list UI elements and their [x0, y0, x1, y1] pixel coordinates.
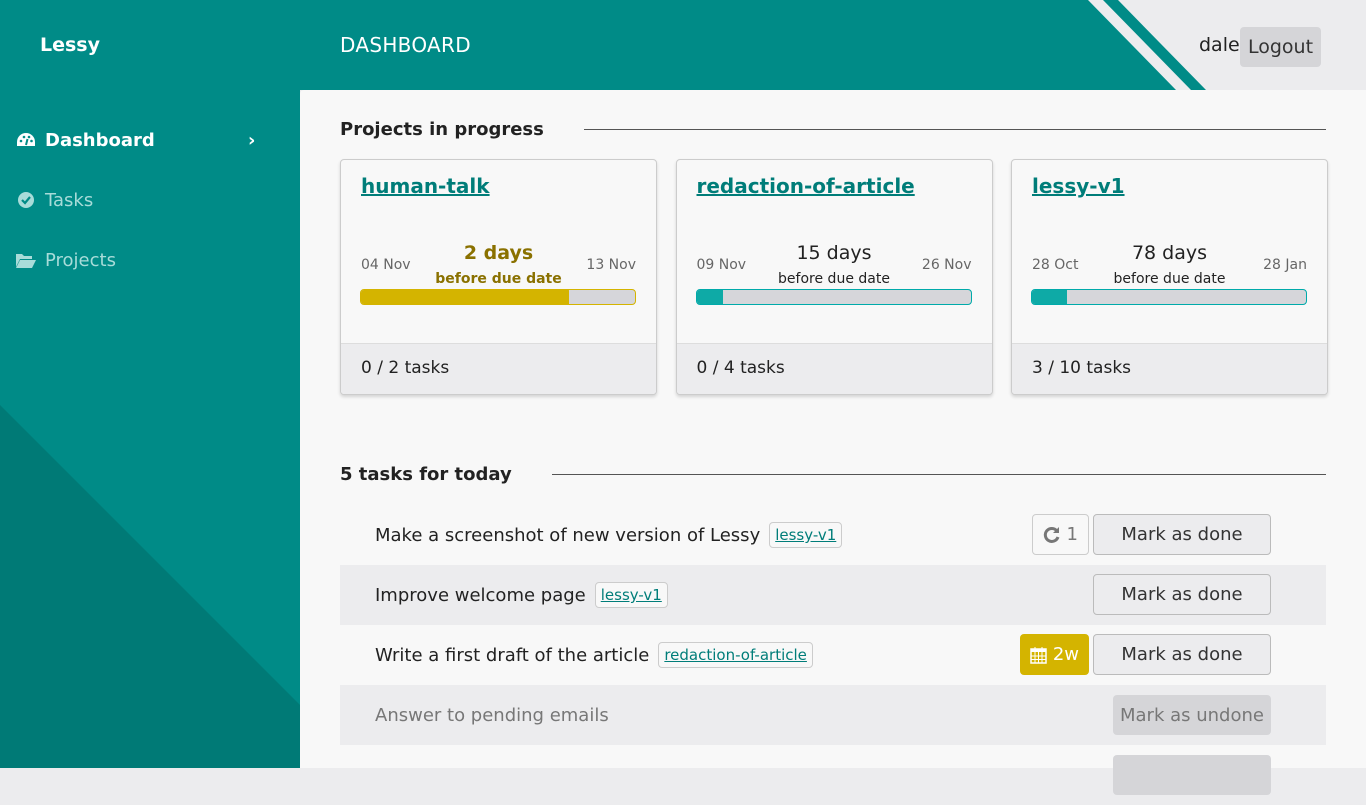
project-link[interactable]: human-talk: [361, 174, 490, 198]
task-row: [340, 745, 1326, 805]
task-row: Make a screenshot of new version of Less…: [340, 505, 1326, 565]
task-actions: Mark as done: [1093, 574, 1271, 615]
sidebar-item-label: Dashboard: [45, 129, 155, 151]
project-tag[interactable]: redaction-of-article: [658, 642, 813, 668]
restart-count: 1: [1066, 524, 1078, 545]
due-label: 2w: [1052, 644, 1079, 665]
task-count: 3 / 10 tasks: [1012, 343, 1327, 394]
task-row: Write a first draft of the article redact…: [340, 625, 1326, 685]
project-card: lessy-v1 28 Oct 28 Jan 78 days before du…: [1011, 159, 1328, 395]
mark-done-button[interactable]: Mark as done: [1093, 574, 1271, 615]
sidebar-item-label: Tasks: [45, 189, 94, 211]
progress-bar: [695, 289, 972, 305]
task-actions: Mark as undone: [1113, 694, 1271, 735]
progress-bar: [360, 289, 636, 305]
check-circle-icon: [15, 191, 37, 209]
folder-open-icon: [15, 252, 37, 268]
progress-bar: [1031, 289, 1307, 305]
due-date: 13 Nov: [586, 257, 636, 273]
task-label: Answer to pending emails: [375, 704, 609, 726]
project-card: human-talk 04 Nov 13 Nov 2 days before d…: [340, 159, 657, 395]
days-remaining-caption: before due date: [435, 271, 562, 287]
task-actions: 2w Mark as done: [1019, 634, 1271, 675]
days-remaining-caption: before due date: [1113, 271, 1226, 287]
brand-logo[interactable]: Lessy: [40, 34, 100, 56]
section-title: Projects in progress: [340, 119, 544, 140]
start-date: 04 Nov: [361, 257, 411, 273]
task-row: Improve welcome page lessy-v1 Mark as done: [340, 565, 1326, 625]
logout-button[interactable]: Logout: [1240, 27, 1321, 67]
sidebar-item-projects[interactable]: Projects: [0, 230, 300, 290]
project-link[interactable]: lessy-v1: [1032, 174, 1125, 198]
divider: [583, 129, 1326, 130]
tasks-section-header: 5 tasks for today: [340, 464, 1326, 485]
task-actions: [1113, 754, 1271, 795]
task-label: Make a screenshot of new version of Less…: [375, 524, 761, 546]
sidebar-item-tasks[interactable]: Tasks: [0, 170, 300, 230]
mark-done-button[interactable]: Mark as done: [1093, 514, 1271, 555]
project-tag[interactable]: lessy-v1: [594, 582, 668, 608]
days-remaining: 2 days: [463, 242, 534, 264]
chevron-right-icon: ›: [248, 129, 256, 151]
sidebar-item-dashboard[interactable]: Dashboard ›: [0, 110, 300, 170]
projects-section-header: Projects in progress: [340, 119, 1326, 140]
mark-done-button[interactable]: Mark as done: [1093, 634, 1271, 675]
due-badge: 2w: [1019, 634, 1089, 675]
task-count: 0 / 4 tasks: [676, 343, 992, 394]
days-remaining: 78 days: [1131, 242, 1208, 264]
task-button[interactable]: [1113, 755, 1271, 795]
username: dale: [1199, 34, 1240, 56]
calendar-icon: [1030, 646, 1047, 664]
progress-fill: [697, 290, 724, 304]
days-remaining-caption: before due date: [778, 271, 890, 287]
sidebar-nav: Dashboard › Tasks Projects: [0, 110, 300, 290]
sidebar-item-label: Projects: [45, 249, 116, 271]
tachometer-icon: [15, 132, 37, 148]
task-label: Improve welcome page: [375, 584, 586, 606]
restart-indicator[interactable]: 1: [1031, 514, 1089, 555]
mark-undone-button[interactable]: Mark as undone: [1113, 695, 1271, 735]
redo-icon: [1043, 526, 1059, 543]
due-date: 26 Nov: [921, 257, 972, 273]
project-card: redaction-of-article 09 Nov 26 Nov 15 da…: [675, 159, 993, 395]
project-link[interactable]: redaction-of-article: [696, 174, 915, 198]
project-tag[interactable]: lessy-v1: [769, 522, 843, 548]
header: DASHBOARD dale Logout: [300, 0, 1366, 90]
task-actions: 1 Mark as done: [1031, 514, 1271, 555]
section-title: 5 tasks for today: [340, 464, 512, 485]
task-row: Answer to pending emails Mark as undone: [340, 685, 1326, 745]
progress-fill: [361, 290, 569, 304]
sidebar: Lessy Dashboard › Tasks Projects: [0, 0, 300, 768]
page-title: DASHBOARD: [340, 33, 471, 57]
due-date: 28 Jan: [1263, 257, 1307, 273]
header-decoration: [300, 0, 1176, 90]
start-date: 28 Oct: [1032, 257, 1079, 273]
days-remaining: 15 days: [796, 242, 872, 264]
task-label: Write a first draft of the article: [375, 644, 650, 666]
task-count: 0 / 2 tasks: [341, 343, 656, 394]
start-date: 09 Nov: [696, 257, 747, 273]
main-content: Projects in progress human-talk 04 Nov 1…: [300, 90, 1366, 795]
progress-fill: [1032, 290, 1067, 304]
divider: [551, 474, 1326, 475]
